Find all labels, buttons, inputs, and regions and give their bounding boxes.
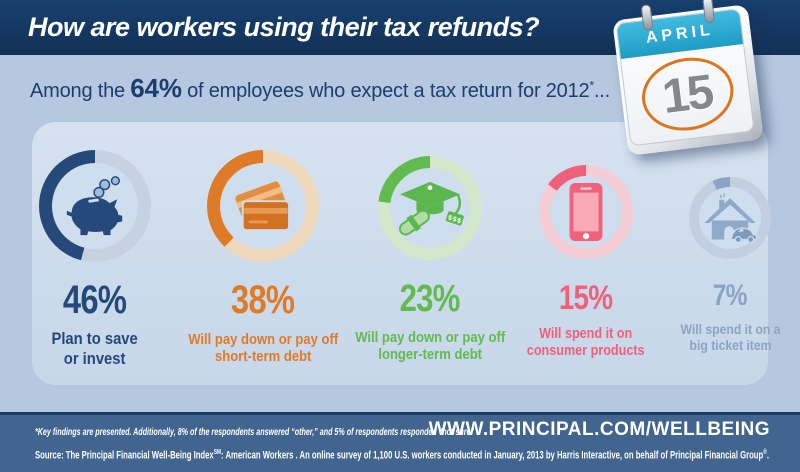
donut-chart-save [39, 150, 151, 262]
stat-consumer-products: 15% Will spend it on consumer products [511, 165, 661, 359]
stat-percent: 23% [400, 278, 461, 320]
footer: *Key findings are presented. Additionall… [0, 412, 800, 472]
credit-cards-icon [235, 181, 291, 232]
donut-chart-long-debt: $$$ [378, 156, 482, 260]
stat-longer-term-debt: $$$ 23% Will pay down or pay off longer-t… [345, 156, 515, 364]
stat-big-ticket: 7% Will spend it on a big ticket item [660, 177, 800, 353]
website-url[interactable]: WWW.PRINCIPAL.COM/WELLBEING [428, 419, 770, 440]
stat-percent: 38% [231, 278, 295, 322]
stat-label: Will spend it on a big ticket item [679, 321, 781, 354]
smartphone-icon [569, 182, 603, 242]
stat-percent: 46% [63, 278, 127, 322]
house-car-icon [704, 193, 758, 243]
graduation-cap-icon: $$$ [398, 181, 464, 236]
source-line: Source: The Principal Financial Well-Bei… [35, 449, 769, 462]
stat-label: Will pay down or pay off longer-term debt [355, 329, 505, 364]
stat-percent: 7% [713, 279, 748, 312]
page-title: How are workers using their tax refunds? [28, 12, 540, 42]
calendar-circle-mark [635, 50, 740, 139]
footnote-asterisk: * [589, 78, 594, 93]
donut-chart-big-ticket [689, 177, 771, 259]
calendar: APRIL 15 [612, 0, 764, 156]
stat-save-invest: 46% Plan to save or invest [10, 150, 180, 368]
stat-label: Will spend it on consumer products [527, 326, 645, 359]
stat-label: Will pay down or pay off short-term debt [188, 331, 338, 366]
donut-chart-consumer [539, 165, 633, 259]
subtitle-highlight: 64% [130, 73, 182, 103]
subtitle: Among the 64% of employees who expect a … [30, 73, 611, 103]
stat-short-term-debt: 38% Will pay down or pay off short-term d… [178, 150, 348, 366]
donut-chart-short-debt [207, 150, 319, 262]
piggy-bank-icon [66, 176, 123, 236]
footnote: *Key findings are presented. Additionall… [35, 426, 475, 438]
stat-label: Plan to save or invest [51, 329, 139, 368]
stat-percent: 15% [559, 279, 613, 317]
